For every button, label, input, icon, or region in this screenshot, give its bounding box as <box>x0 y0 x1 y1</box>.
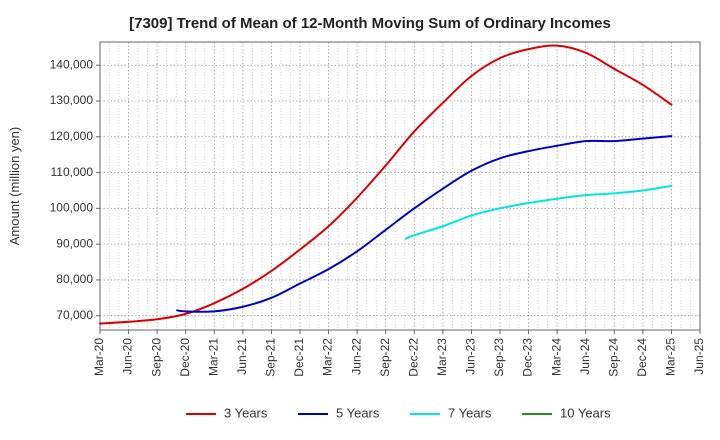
legend-label-3-years: 3 Years <box>224 405 268 420</box>
x-tick-label: Jun-23 <box>464 338 478 375</box>
x-tick-label: Mar-23 <box>435 338 449 376</box>
series-line-7-years <box>404 184 673 240</box>
x-tick-label: Jun-25 <box>692 338 706 375</box>
y-tick-label: 90,000 <box>56 236 93 250</box>
x-tick-label: Jun-20 <box>121 338 135 375</box>
x-tick-label: Mar-20 <box>92 338 106 376</box>
chart-title: [7309] Trend of Mean of 12-Month Moving … <box>129 15 611 32</box>
x-tick-label: Dec-24 <box>635 338 649 377</box>
y-tick-label: 100,000 <box>50 201 94 215</box>
series-line-5-years <box>176 135 673 313</box>
y-tick-label: 120,000 <box>50 129 94 143</box>
x-tick-label: Dec-21 <box>292 338 306 377</box>
series-line-3-years <box>99 44 673 325</box>
y-axis-ticks: 70,000 80,000 90,000 100,000 110,000 120,000 1… <box>50 57 100 322</box>
x-tick-label: Sep-24 <box>606 338 620 377</box>
grid <box>99 42 701 330</box>
x-axis-ticks: Mar-20 Jun-20 Sep-20 Dec-20 Mar-21 Jun-21 Sep-… <box>92 330 706 377</box>
x-tick-label: Jun-21 <box>235 338 249 375</box>
legend-label-10-years: 10 Years <box>560 405 611 420</box>
x-tick-label: Dec-20 <box>178 338 192 377</box>
x-tick-label: Dec-23 <box>521 338 535 377</box>
legend-label-7-years: 7 Years <box>448 405 492 420</box>
plot-area-frame <box>99 41 701 331</box>
x-tick-label: Mar-25 <box>664 338 678 376</box>
x-tick-label: Sep-22 <box>378 338 392 377</box>
x-tick-label: Sep-23 <box>492 338 506 377</box>
y-tick-label: 140,000 <box>50 57 94 71</box>
y-tick-label: 80,000 <box>56 272 93 286</box>
y-axis-label: Amount (million yen) <box>7 127 22 246</box>
x-tick-label: Jun-24 <box>578 338 592 375</box>
x-tick-label: Mar-24 <box>549 338 563 376</box>
legend: 3 Years 5 Years 7 Years 10 Years <box>186 405 611 420</box>
legend-label-5-years: 5 Years <box>336 405 380 420</box>
x-tick-label: Sep-21 <box>264 338 278 377</box>
y-tick-label: 70,000 <box>56 308 93 322</box>
y-tick-label: 130,000 <box>50 93 94 107</box>
series-layer <box>99 44 673 325</box>
x-tick-label: Sep-20 <box>149 338 163 377</box>
x-tick-label: Dec-22 <box>406 338 420 377</box>
x-tick-label: Jun-22 <box>349 338 363 375</box>
x-tick-label: Mar-21 <box>206 338 220 376</box>
x-tick-label: Mar-22 <box>321 338 335 376</box>
y-tick-label: 110,000 <box>51 165 94 179</box>
